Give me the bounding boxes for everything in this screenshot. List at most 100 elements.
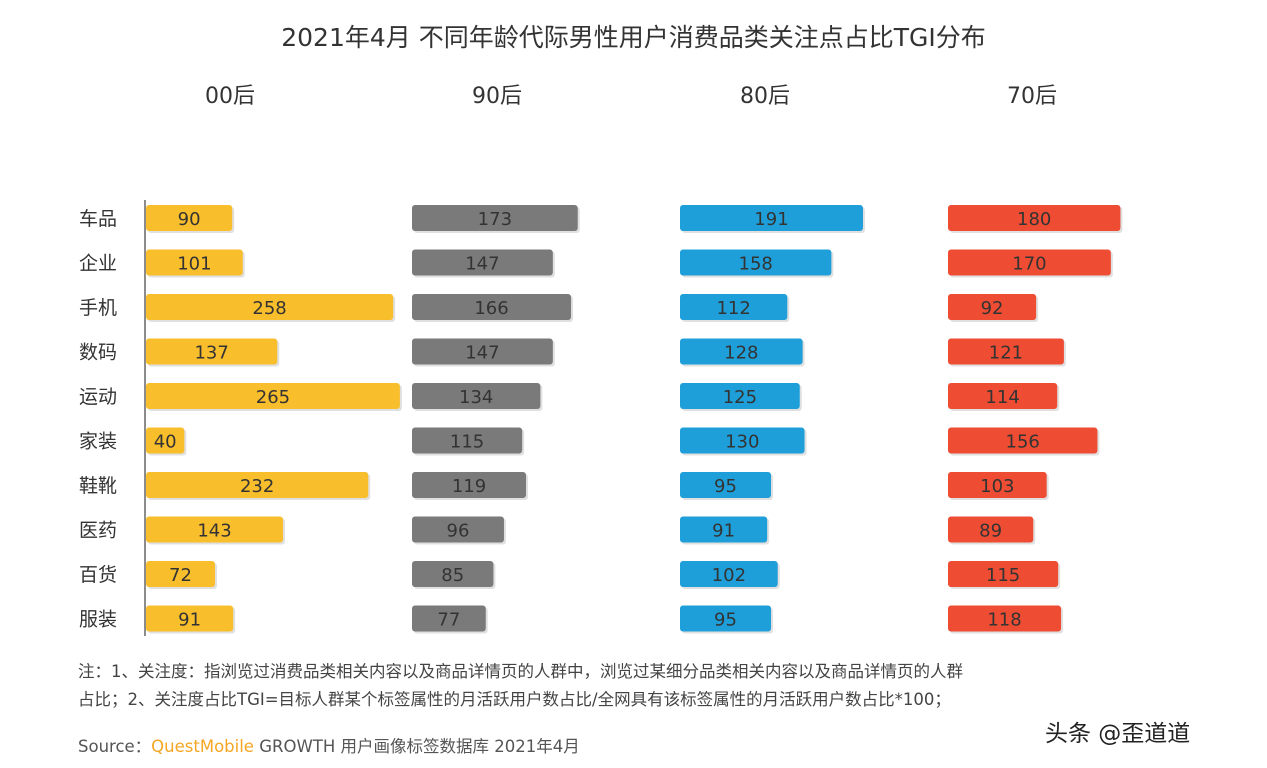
data-label: 40 [154, 432, 177, 453]
data-label: 85 [441, 565, 464, 586]
source-prefix: Source： [78, 737, 152, 756]
data-label: 115 [986, 565, 1020, 586]
category-label: 服装 [79, 609, 117, 631]
data-label: 112 [716, 298, 750, 319]
data-label: 147 [465, 343, 499, 364]
data-label: 92 [981, 298, 1004, 319]
bar [412, 516, 504, 543]
bar [146, 561, 215, 587]
data-label: 95 [714, 476, 737, 497]
category-label: 运动 [79, 386, 117, 408]
data-label: 101 [177, 254, 211, 275]
data-label: 156 [1006, 432, 1040, 453]
bar [948, 427, 1098, 454]
category-label: 手机 [79, 297, 117, 319]
bar [146, 472, 369, 498]
panel-title: 90后 [472, 84, 522, 109]
chart-title: 2021年4月 不同年龄代际男性用户消费品类关注点占比TGI分布 [281, 23, 986, 52]
bar [948, 561, 1059, 587]
category-label: 车品 [79, 208, 117, 230]
data-label: 166 [474, 298, 508, 319]
data-label: 77 [437, 610, 460, 631]
category-label: 数码 [79, 342, 117, 364]
bar [412, 294, 572, 320]
bar [680, 205, 863, 231]
panel-title: 00后 [205, 84, 255, 109]
bar [948, 294, 1037, 320]
data-label: 173 [478, 209, 512, 230]
data-label: 89 [979, 521, 1002, 542]
bar [680, 249, 832, 276]
data-label: 91 [712, 521, 735, 542]
bar [680, 605, 772, 632]
data-label: 121 [989, 343, 1023, 364]
data-label: 114 [985, 387, 1019, 408]
bar [146, 205, 233, 231]
data-label: 103 [980, 476, 1014, 497]
bar [948, 472, 1047, 498]
data-label: 115 [450, 432, 484, 453]
data-label: 137 [194, 343, 228, 364]
bar [680, 472, 772, 498]
bar [146, 383, 400, 409]
data-label: 118 [987, 610, 1021, 631]
bar [948, 249, 1111, 276]
bar [680, 294, 788, 320]
bar [412, 605, 486, 632]
bar [680, 427, 805, 454]
panel-title: 80后 [740, 84, 790, 109]
data-label: 102 [712, 565, 746, 586]
data-label: 128 [724, 343, 758, 364]
note-line-1: 注：1、关注度：指浏览过消费品类相关内容以及商品详情页的人群中，浏览过某细分品类… [78, 662, 963, 681]
bar [412, 249, 553, 276]
bar [412, 427, 523, 454]
data-label: 134 [459, 387, 493, 408]
bar [146, 294, 394, 320]
bar [412, 205, 578, 231]
data-label: 191 [754, 209, 788, 230]
bar [146, 516, 283, 543]
data-label: 265 [256, 387, 290, 408]
data-label: 232 [240, 476, 274, 497]
bar [948, 338, 1064, 365]
panel-title: 70后 [1007, 84, 1057, 109]
bar [146, 427, 185, 454]
bar [948, 205, 1121, 231]
data-label: 130 [725, 432, 759, 453]
data-label: 96 [447, 521, 470, 542]
bar [412, 561, 494, 587]
bar [948, 605, 1062, 632]
bar [146, 249, 243, 276]
data-label: 119 [452, 476, 486, 497]
data-label: 91 [178, 610, 201, 631]
bar [948, 383, 1058, 409]
category-label: 医药 [79, 520, 117, 542]
source-brand: QuestMobile [151, 737, 254, 756]
data-label: 258 [252, 298, 286, 319]
data-label: 143 [197, 521, 231, 542]
category-label: 家装 [79, 431, 117, 453]
bar [412, 338, 553, 365]
category-label: 企业 [79, 253, 117, 275]
data-label: 170 [1012, 254, 1046, 275]
data-label: 95 [714, 610, 737, 631]
data-label: 90 [178, 209, 201, 230]
credit-watermark: 头条 @歪道道 [1045, 721, 1191, 747]
bar [146, 338, 278, 365]
data-label: 158 [739, 254, 773, 275]
bar [412, 472, 527, 498]
bar [680, 383, 800, 409]
bar [948, 516, 1034, 543]
note-line-2: 占比；2、关注度占比TGI=目标人群某个标签属性的月活跃用户数占比/全网具有该标… [78, 690, 951, 709]
bar [146, 605, 234, 632]
data-label: 147 [465, 254, 499, 275]
data-label: 72 [169, 565, 192, 586]
category-label: 鞋靴 [79, 475, 117, 497]
category-label: 百货 [79, 564, 117, 586]
bar [680, 561, 778, 587]
bar [680, 516, 768, 543]
source-rest: GROWTH 用户画像标签数据库 2021年4月 [253, 737, 580, 756]
bar [680, 338, 803, 365]
bar [412, 383, 541, 409]
